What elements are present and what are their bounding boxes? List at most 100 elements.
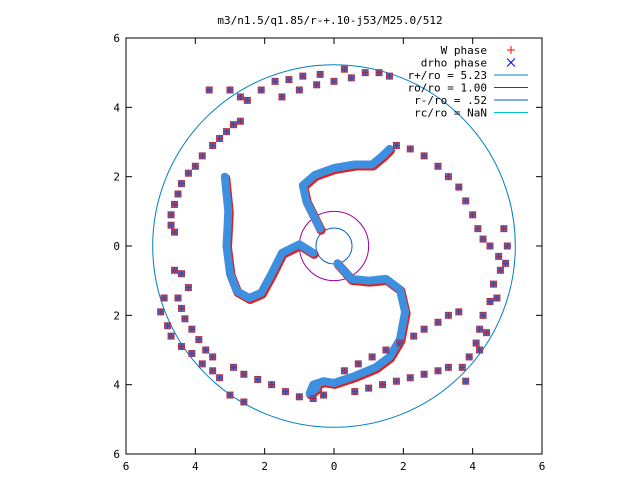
data-point-cross [268,381,275,389]
x-tick-label: 4 [469,460,476,473]
data-point-cross [157,308,165,316]
data-point-cross [178,180,185,187]
legend-marker [507,46,515,54]
data-point-cross [188,325,196,333]
data-point-cross [226,86,234,94]
data-point-cross [209,367,217,375]
chart-title: m3/n1.5/q1.85/r-+.10-j53/M25.0/512 [217,14,442,27]
data-point-cross [445,311,452,319]
data-point-cross [185,169,192,177]
data-point-cross [282,388,289,395]
data-point-cross [486,298,494,305]
x-tick-label: 2 [400,460,407,473]
y-tick-label: 0 [113,240,120,253]
data-point-cross [205,86,213,94]
x-tick-label: 2 [261,460,268,473]
data-point-cross [462,377,470,385]
x-tick-label: 6 [539,460,546,473]
data-point-cross [434,162,442,170]
data-point-cross [465,353,473,361]
data-point-cross [406,145,414,153]
y-tick-label: 2 [113,171,120,184]
data-point-cross [178,343,185,350]
legend-label: rc/ro = NaN [414,107,487,120]
data-point-cross [299,72,307,80]
data-point-cross [240,370,248,378]
data-point-cross [445,173,452,181]
data-point-cross [476,346,483,354]
data-point-cross [160,294,168,302]
y-tick-label: 6 [113,448,120,461]
arm-2-blue [298,144,394,233]
data-point-cross [351,388,359,395]
legend-label: r-/ro = .52 [414,94,487,107]
data-point-cross [365,384,373,392]
data-point-cross [379,381,386,389]
y-tick-label: 2 [113,309,120,322]
data-point-cross [181,315,189,323]
data-point-cross [171,266,178,274]
legend-label: W phase [441,44,487,57]
x-tick-label: 6 [123,460,130,473]
data-point-cross [493,294,501,302]
data-point-cross [341,65,348,73]
data-point-cross [354,360,362,368]
data-point-cross [285,76,293,83]
data-point-cross [368,353,376,361]
data-point-cross [410,332,418,340]
data-point-cross [174,190,182,198]
data-point-cross [278,93,286,101]
data-point-cross [483,329,490,337]
y-tick-label: 6 [113,32,120,45]
data-point-cross [240,398,248,406]
data-point-cross [216,374,223,382]
data-point-cross [502,259,509,267]
data-point-cross [420,325,428,333]
data-point-cross [490,280,497,288]
data-point-cross [209,142,217,149]
data-point-cross [462,197,470,205]
data-point-cross [382,346,390,354]
legend-label: drho phase [421,57,487,70]
data-point-cross [341,367,348,375]
data-point-cross [309,395,317,402]
data-point-cross [295,86,303,94]
data-point-cross [254,376,262,383]
data-point-cross [178,305,185,312]
data-point-cross [237,93,244,101]
data-point-cross [185,284,192,291]
data-point-cross [375,69,383,77]
data-point-cross [455,308,463,316]
data-point-cross [167,332,175,340]
data-point-cross [171,201,178,208]
data-point-cross [347,74,355,82]
data-point-cross [476,325,483,333]
data-point-cross [295,393,303,401]
data-point-cross [230,121,237,129]
x-tick-label: 0 [331,460,338,473]
data-point-cross [198,360,206,368]
data-point-cross [469,211,477,219]
data-point-cross [330,77,338,85]
data-point-cross [406,374,414,382]
data-point-cross [472,339,480,347]
legend-label: ro/ro = 1.00 [408,82,487,95]
circle-ro [298,210,370,282]
data-point-cross [209,353,217,361]
data-point-cross [167,211,175,219]
data-point-cross [474,225,482,233]
arm-3-blue [220,172,318,302]
data-point-cross [445,363,452,371]
data-point-cross [458,363,466,371]
circle-r+ [152,64,516,428]
data-point-cross [434,367,442,375]
data-point-cross [191,162,199,170]
data-point-cross [195,336,203,343]
spiral-arms [220,144,411,400]
data-point-cross [243,97,251,104]
data-point-cross [167,221,175,229]
data-point-cross [420,370,428,378]
data-point-cross [497,266,504,274]
data-point-cross [188,350,196,357]
